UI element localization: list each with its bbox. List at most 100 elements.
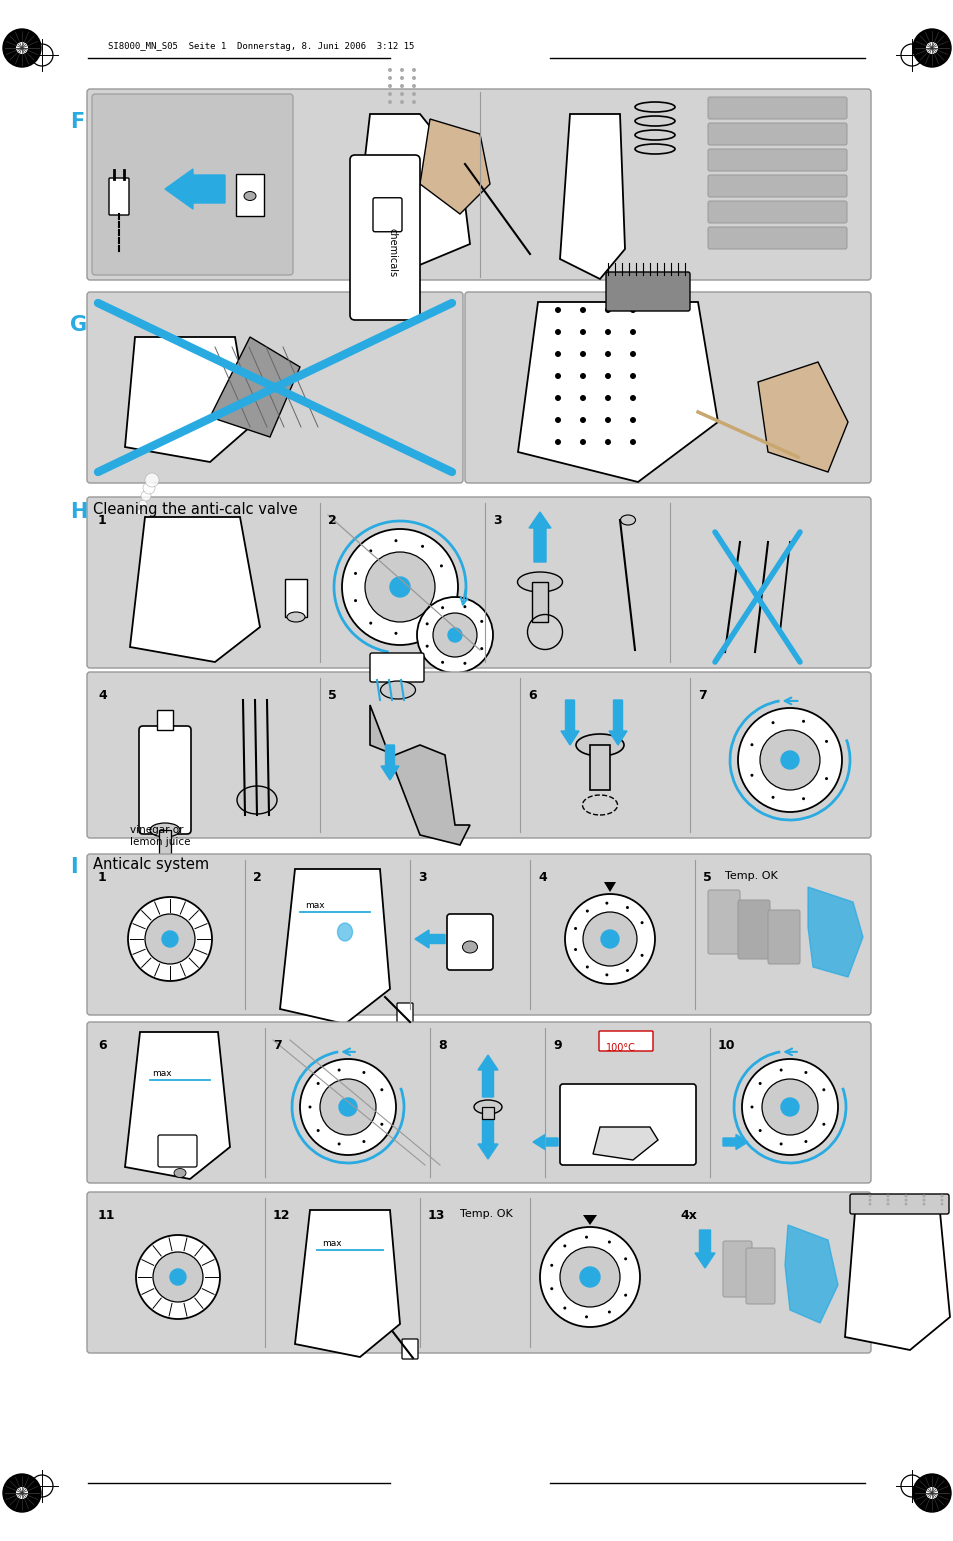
Circle shape [412, 85, 416, 88]
Circle shape [922, 1202, 924, 1205]
Circle shape [388, 68, 392, 72]
Circle shape [308, 1105, 312, 1108]
Text: chemicals: chemicals [388, 228, 397, 277]
Text: 5: 5 [328, 689, 336, 703]
Circle shape [639, 922, 643, 925]
Circle shape [412, 92, 416, 96]
Polygon shape [125, 337, 250, 462]
Text: 2: 2 [328, 515, 336, 527]
Circle shape [579, 1267, 599, 1287]
Bar [235, 174, 264, 216]
Circle shape [362, 1071, 365, 1074]
Polygon shape [807, 888, 862, 977]
Circle shape [584, 1236, 587, 1239]
Circle shape [584, 1316, 587, 1319]
Circle shape [420, 546, 423, 549]
Circle shape [139, 499, 147, 509]
FancyBboxPatch shape [447, 914, 493, 969]
Circle shape [16, 1487, 28, 1498]
Text: 4: 4 [98, 689, 107, 703]
Circle shape [607, 1241, 610, 1244]
Circle shape [137, 509, 143, 515]
Ellipse shape [462, 942, 477, 952]
FancyBboxPatch shape [87, 672, 870, 838]
Circle shape [605, 974, 608, 977]
Circle shape [412, 76, 416, 80]
Text: F: F [70, 112, 84, 133]
Text: max: max [152, 1069, 172, 1079]
FancyArrow shape [165, 170, 225, 210]
Circle shape [629, 307, 636, 313]
Circle shape [425, 644, 428, 647]
Circle shape [758, 1130, 760, 1133]
Text: 2: 2 [253, 871, 261, 885]
Circle shape [316, 1130, 319, 1133]
Circle shape [758, 1082, 760, 1085]
Circle shape [341, 529, 457, 646]
Circle shape [607, 1310, 610, 1313]
Circle shape [604, 328, 610, 334]
Circle shape [365, 552, 435, 623]
Circle shape [867, 1194, 871, 1197]
Text: 4: 4 [537, 871, 546, 885]
Polygon shape [280, 869, 390, 1025]
Circle shape [3, 29, 41, 66]
Text: 7: 7 [698, 689, 706, 703]
Circle shape [555, 373, 560, 379]
Circle shape [579, 373, 585, 379]
FancyBboxPatch shape [745, 1248, 774, 1304]
Circle shape [145, 914, 194, 965]
Circle shape [922, 1199, 924, 1202]
Circle shape [562, 1245, 566, 1247]
Circle shape [416, 596, 493, 673]
Circle shape [399, 100, 403, 103]
FancyBboxPatch shape [707, 891, 740, 954]
Polygon shape [419, 119, 490, 214]
Circle shape [354, 572, 356, 575]
Text: 12: 12 [273, 1210, 291, 1222]
Circle shape [412, 68, 416, 72]
Text: 4x: 4x [679, 1210, 696, 1222]
Circle shape [550, 1287, 553, 1290]
Bar [589, 744, 609, 791]
Text: H: H [70, 502, 88, 522]
Circle shape [750, 743, 753, 746]
Circle shape [440, 606, 444, 609]
FancyBboxPatch shape [559, 1083, 696, 1165]
Circle shape [448, 629, 461, 643]
Circle shape [623, 1257, 626, 1261]
Text: 11: 11 [98, 1210, 115, 1222]
Circle shape [781, 1099, 799, 1116]
FancyBboxPatch shape [87, 498, 870, 667]
Circle shape [354, 599, 356, 603]
Text: vinegar or
lemon juice: vinegar or lemon juice [130, 824, 191, 846]
Circle shape [152, 1251, 203, 1302]
FancyBboxPatch shape [707, 97, 846, 119]
Circle shape [539, 1227, 639, 1327]
Circle shape [903, 1194, 906, 1197]
Circle shape [604, 394, 610, 401]
Circle shape [600, 931, 618, 948]
Circle shape [337, 1142, 340, 1145]
Text: 1: 1 [98, 515, 107, 527]
Polygon shape [784, 1225, 837, 1324]
Circle shape [579, 328, 585, 334]
Text: 6: 6 [527, 689, 536, 703]
FancyBboxPatch shape [767, 911, 800, 965]
Text: 3: 3 [417, 871, 426, 885]
Circle shape [604, 351, 610, 358]
Circle shape [824, 740, 827, 743]
FancyBboxPatch shape [707, 176, 846, 197]
Circle shape [555, 418, 560, 422]
Text: I: I [70, 857, 77, 877]
Bar [285, 579, 307, 616]
Text: SI8000_MN_S05  Seite 1  Donnerstag, 8. Juni 2006  3:12 15: SI8000_MN_S05 Seite 1 Donnerstag, 8. Jun… [108, 42, 414, 51]
FancyBboxPatch shape [109, 179, 129, 216]
Circle shape [623, 1293, 626, 1296]
Text: Temp. OK: Temp. OK [724, 871, 777, 881]
Polygon shape [130, 516, 260, 663]
Circle shape [388, 100, 392, 103]
Ellipse shape [380, 681, 416, 700]
Circle shape [912, 29, 950, 66]
Circle shape [380, 1123, 383, 1126]
